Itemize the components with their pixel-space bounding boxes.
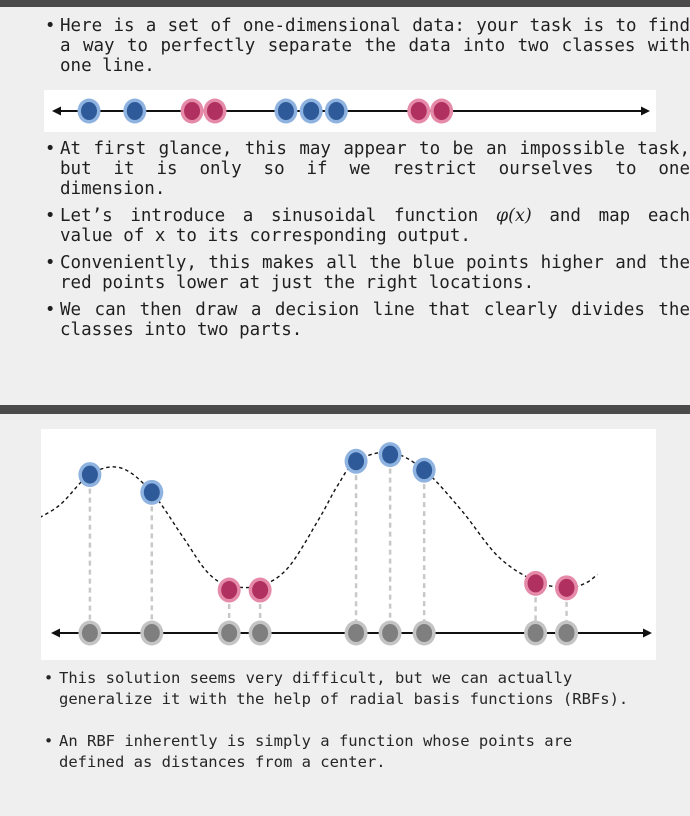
sinusoid-mapping-figure — [41, 429, 656, 660]
mapped-blue-point-core — [416, 461, 433, 480]
projected-gray-point-core — [527, 624, 544, 642]
projected-gray-point-core — [382, 624, 399, 642]
sinusoid-curve — [41, 451, 598, 589]
middle-divider-band — [0, 405, 690, 414]
blue-data-point-core — [81, 102, 97, 120]
bullet-sinusoid: Let’s introduce a sinusoidal function φ(… — [45, 206, 690, 246]
mapped-red-point-core — [558, 578, 575, 597]
red-data-point-core — [410, 102, 427, 120]
red-data-point-core — [206, 102, 223, 120]
blue-data-point-core — [126, 102, 143, 120]
explanation-bullet-list: At first glance, this may appear to be a… — [45, 139, 690, 347]
bullet-rbf-definition: An RBF inherently is simply a function w… — [44, 731, 644, 773]
projected-gray-point-core — [81, 624, 98, 642]
mapped-red-point-core — [252, 581, 269, 600]
bullet-task: Here is a set of one-dimensional data: y… — [45, 16, 690, 76]
projected-gray-point-core — [558, 624, 575, 642]
projected-gray-point-core — [143, 624, 160, 642]
mapped-blue-point-core — [348, 452, 365, 471]
mapped-blue-point-core — [382, 445, 399, 464]
mapped-blue-point-core — [143, 483, 160, 502]
bullet-decision-line: We can then draw a decision line that cl… — [45, 300, 690, 340]
phi-function-label: φ(x) — [495, 206, 532, 226]
number-line-axis-right-arrow — [641, 106, 650, 116]
projected-gray-point-core — [416, 624, 433, 642]
mapping-axis-right-arrow — [643, 628, 652, 638]
blue-data-point-core — [303, 102, 320, 120]
rbf-bullet-list: This solution seems very difficult, but … — [44, 668, 644, 773]
projected-gray-point-core — [221, 624, 238, 642]
top-divider-band — [0, 0, 690, 7]
one-dimensional-plot — [52, 98, 650, 124]
sinusoid-mapping-plot — [41, 442, 652, 646]
bullet-rbf-generalize: This solution seems very difficult, but … — [44, 668, 644, 710]
mapped-red-point-core — [527, 574, 544, 593]
number-line-axis-left-arrow — [52, 106, 61, 116]
blue-data-point-core — [277, 102, 294, 120]
bullet-impossible: At first glance, this may appear to be a… — [45, 139, 690, 199]
red-data-point-core — [184, 102, 201, 120]
blue-data-point-core — [328, 102, 345, 120]
bullet-conveniently: Conveniently, this makes all the blue po… — [45, 253, 690, 293]
mapped-blue-point-core — [81, 465, 98, 484]
projected-gray-point-core — [348, 624, 365, 642]
mapped-red-point-core — [221, 581, 238, 600]
bullet-sinusoid-pre: Let’s introduce a sinusoidal function — [60, 206, 496, 226]
projected-gray-point-core — [252, 624, 269, 642]
red-data-point-core — [433, 102, 450, 120]
one-dimensional-data-figure — [44, 90, 656, 132]
mapping-axis-left-arrow — [51, 628, 60, 638]
bullet-sinusoid-post: and map each value of x to its correspon… — [60, 206, 690, 246]
intro-bullet-list: Here is a set of one-dimensional data: y… — [45, 16, 690, 76]
